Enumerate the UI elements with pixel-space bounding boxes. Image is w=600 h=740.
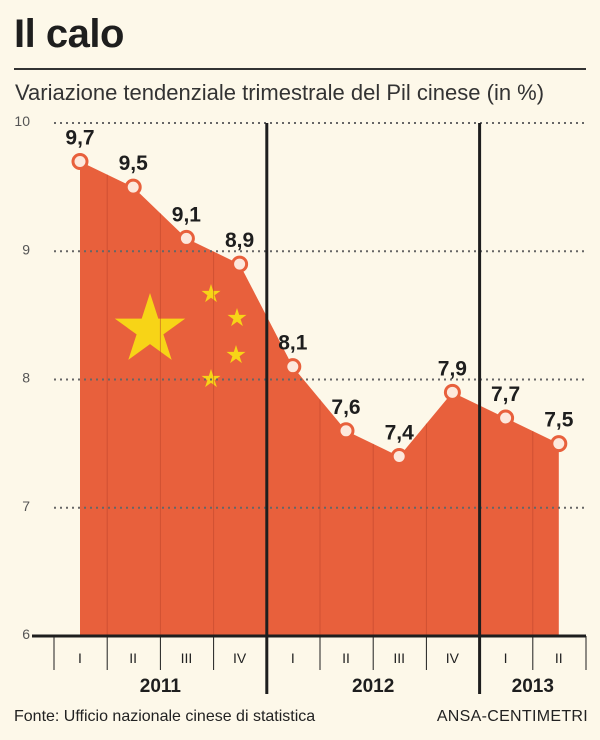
y-tick-label: 6 [22, 626, 30, 642]
quarter-label: II [129, 650, 137, 666]
data-point [337, 422, 355, 440]
data-point [71, 152, 89, 170]
y-tick-label: 7 [22, 498, 30, 514]
y-tick-label: 10 [14, 113, 30, 129]
chart-subtitle: Variazione tendenziale trimestrale del P… [15, 80, 545, 105]
value-label: 7,4 [385, 421, 415, 444]
value-label: 9,5 [119, 152, 149, 175]
quarter-label: I [291, 650, 295, 666]
value-label: 8,1 [278, 332, 308, 355]
area-fill [80, 161, 559, 636]
value-label: 7,9 [438, 357, 467, 380]
big-star [114, 293, 186, 360]
quarter-label: III [393, 650, 405, 666]
year-label: 2013 [512, 676, 554, 697]
small-star-2 [227, 308, 247, 327]
data-point [231, 255, 249, 273]
value-label: 9,7 [65, 126, 94, 149]
value-label: 7,7 [491, 383, 520, 406]
source-note: Fonte: Ufficio nazionale cinese di stati… [14, 708, 316, 725]
y-tick-label: 9 [22, 241, 30, 257]
chart-title: Il calo [14, 12, 124, 56]
y-tick-label: 8 [22, 370, 30, 386]
data-point [177, 229, 195, 247]
small-star-1 [201, 284, 221, 303]
value-label: 8,9 [225, 229, 254, 252]
quarter-label: II [342, 650, 350, 666]
data-point [390, 447, 408, 465]
data-point [550, 435, 568, 453]
quarter-label: IV [233, 650, 247, 666]
quarter-label: II [555, 650, 563, 666]
quarter-label: III [181, 650, 193, 666]
small-star-3 [226, 345, 246, 364]
quarter-label: I [78, 650, 82, 666]
value-label: 7,5 [544, 409, 574, 432]
data-point [443, 383, 461, 401]
data-point [497, 409, 515, 427]
title-rule [14, 68, 586, 70]
year-label: 2011 [140, 676, 182, 697]
value-label: 7,6 [331, 396, 360, 419]
year-label: 2012 [352, 676, 394, 697]
value-label: 9,1 [172, 203, 202, 226]
credit-note: ANSA-CENTIMETRI [436, 708, 588, 725]
data-point [124, 178, 142, 196]
quarter-label: IV [446, 650, 460, 666]
data-point [284, 358, 302, 376]
small-star-4 [201, 369, 221, 388]
quarter-label: I [504, 650, 508, 666]
